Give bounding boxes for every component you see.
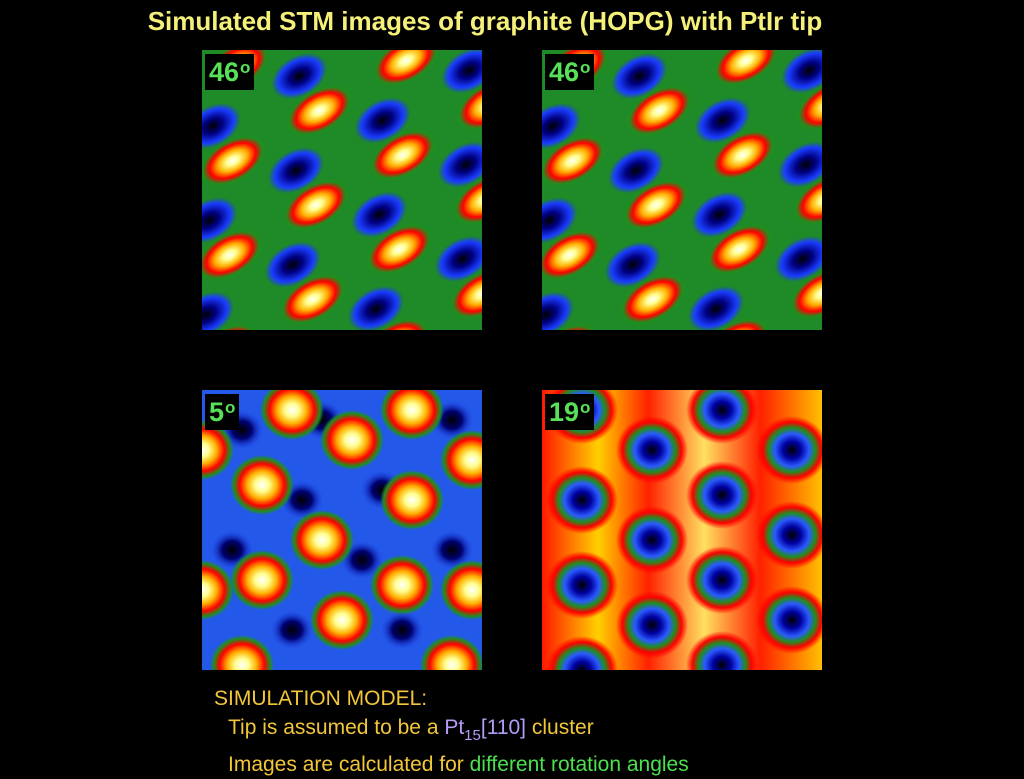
caption-line-angles: Images are calculated for different rota… bbox=[228, 753, 689, 776]
caption-heading: SIMULATION MODEL: bbox=[214, 687, 428, 710]
rotation-angle-label: 19o bbox=[545, 394, 595, 430]
caption-highlight: different rotation angles bbox=[469, 753, 689, 776]
stm-image-1 bbox=[202, 50, 482, 330]
page-title: Simulated STM images of graphite (HOPG) … bbox=[147, 6, 823, 36]
cluster-formula: Pt15[110] bbox=[444, 716, 527, 744]
stm-image-panel-3: 5o bbox=[202, 390, 482, 670]
stm-image-panel-2: 46o bbox=[542, 50, 822, 330]
rotation-angle-label: 5o bbox=[205, 394, 240, 430]
stm-image-3 bbox=[202, 390, 482, 670]
degree-mark: o bbox=[580, 58, 591, 77]
degree-mark: o bbox=[240, 58, 251, 77]
degree-mark: o bbox=[580, 398, 591, 417]
rotation-angle-label: 46o bbox=[205, 54, 255, 90]
degree-mark: o bbox=[225, 398, 236, 417]
simulation-model-caption: SIMULATION MODEL: Tip is assumed to be a… bbox=[214, 684, 914, 779]
caption-line-tip: Tip is assumed to be a Pt15[110] cluster bbox=[228, 716, 594, 744]
stm-image-panel-4: 19o bbox=[542, 390, 822, 670]
stm-image-4 bbox=[542, 390, 822, 670]
stm-image-panel-1: 46o bbox=[202, 50, 482, 330]
stm-image-2 bbox=[542, 50, 822, 330]
rotation-angle-label: 46o bbox=[545, 54, 595, 90]
